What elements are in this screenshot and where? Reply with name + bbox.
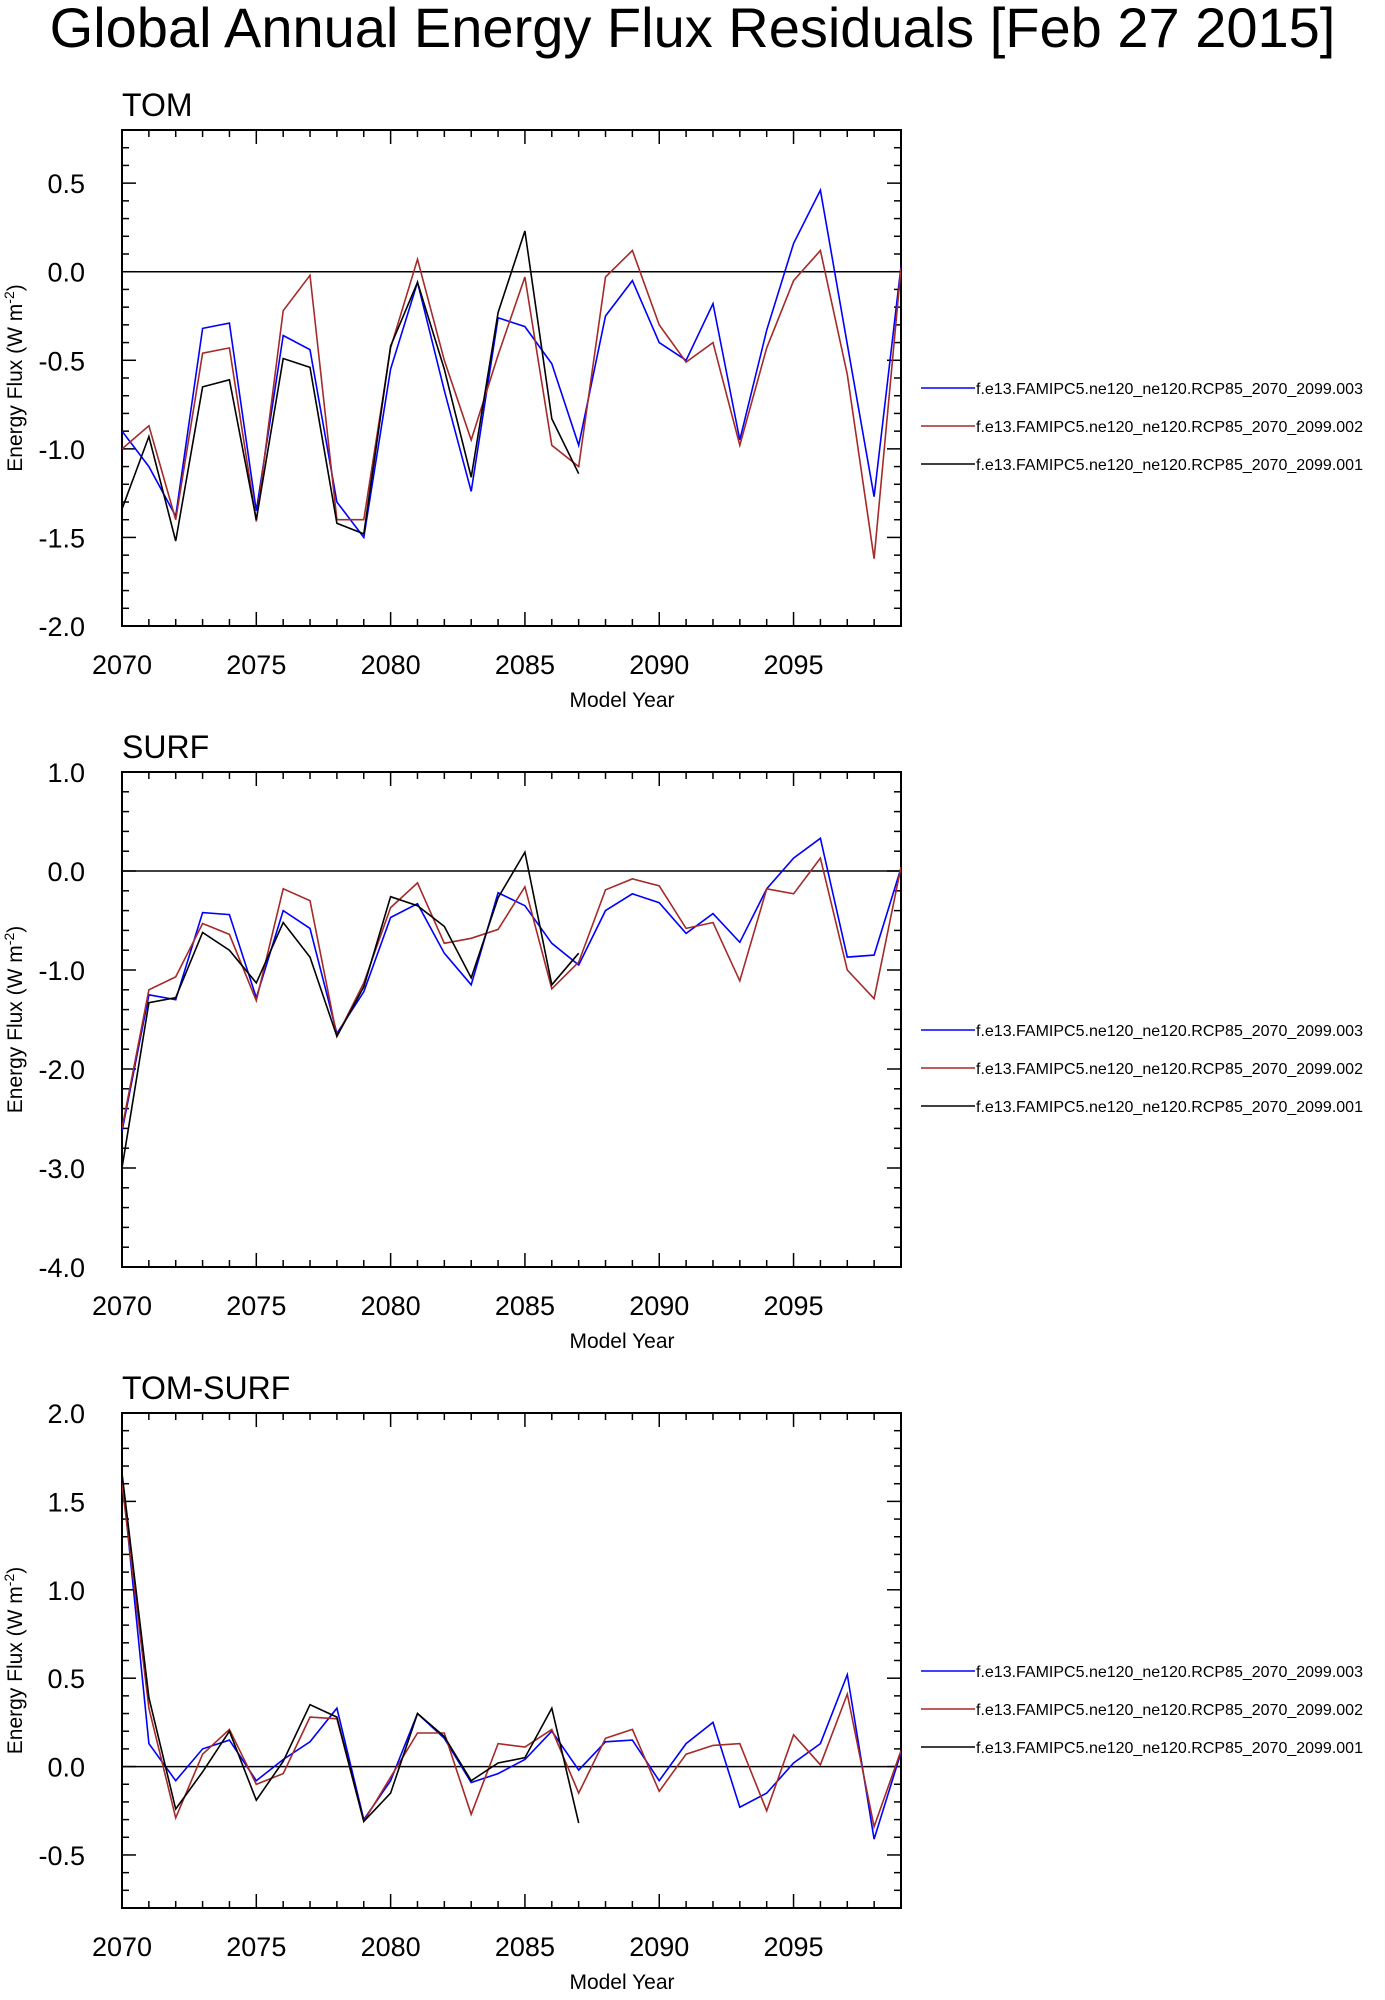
x-tick-label: 2080 [361,1291,421,1321]
y-tick-label: -0.5 [38,1841,85,1871]
legend-label-2: f.e13.FAMIPC5.ne120_ne120.RCP85_2070_209… [976,1061,1363,1078]
x-tick-label: 2070 [92,1932,152,1962]
x-tick-label: 2075 [226,1291,286,1321]
y-tick-label: -3.0 [38,1154,85,1184]
panel-title: SURF [122,729,209,765]
series-line-2 [122,856,901,1129]
y-tick-label: -4.0 [38,1253,85,1283]
x-tick-label: 2085 [495,1291,555,1321]
x-tick-label: 2090 [629,1932,689,1962]
legend-label-3: f.e13.FAMIPC5.ne120_ne120.RCP85_2070_209… [976,1099,1363,1116]
chart-panel-3: TOM-SURF 2070 2075 2080 2085 2090 2095 Model Ye… [1,1370,1363,1994]
y-axis-label: Energy Flux (W m-2) [1,926,27,1113]
panel-title: TOM-SURF [122,1370,290,1406]
x-tick-label: 2085 [495,1932,555,1962]
plot-frame [121,129,902,627]
legend-label-2: f.e13.FAMIPC5.ne120_ne120.RCP85_2070_209… [976,419,1363,436]
x-tick-label: 2085 [495,650,555,680]
x-tick-label: 2075 [226,1932,286,1962]
y-tick-label: -2.0 [38,1055,85,1085]
x-tick-label: 2090 [629,650,689,680]
chart-panel-1: TOM 2070 2075 2080 2085 2090 2095 Model Year -2.… [1,87,1363,712]
y-tick-label: 0.5 [47,1664,85,1694]
series-line-1 [122,1474,901,1840]
x-tick-label: 2070 [92,650,152,680]
x-axis-label: Model Year [569,1971,674,1994]
x-tick-label: 2070 [92,1291,152,1321]
panel-title: TOM [122,87,193,123]
legend-label-1: f.e13.FAMIPC5.ne120_ne120.RCP85_2070_209… [976,1023,1363,1040]
x-tick-label: 2080 [361,650,421,680]
y-tick-label: 0.0 [47,857,85,887]
legend-label-3: f.e13.FAMIPC5.ne120_ne120.RCP85_2070_209… [976,457,1363,474]
x-tick-label: 2090 [629,1291,689,1321]
series-line-3 [122,1473,580,1824]
y-tick-label: 1.0 [47,1576,85,1606]
y-tick-label: 0.5 [47,169,85,199]
y-tick-label: 2.0 [47,1399,85,1429]
y-tick-label: 0.0 [47,258,85,288]
y-tick-label: 1.5 [47,1487,85,1517]
y-tick-label: -1.0 [38,956,85,986]
plot-frame [121,771,902,1268]
legend-label-3: f.e13.FAMIPC5.ne120_ne120.RCP85_2070_209… [976,1740,1363,1757]
x-axis-label: Model Year [569,689,674,712]
y-tick-label: 0.0 [47,1753,85,1783]
y-tick-label: 1.0 [47,758,85,788]
series-line-2 [122,1483,901,1830]
x-tick-label: 2095 [764,1932,824,1962]
y-tick-label: -0.5 [38,346,85,376]
series-line-1 [122,836,901,1132]
series-line-3 [122,849,580,1169]
y-axis-label: Energy Flux (W m-2) [1,1567,27,1754]
x-tick-label: 2075 [226,650,286,680]
x-tick-label: 2080 [361,1932,421,1962]
page-title: Global Annual Energy Flux Residuals [Feb… [49,0,1336,59]
y-tick-label: -1.5 [38,523,85,553]
y-axis-label: Energy Flux (W m-2) [1,284,27,471]
series-line-1 [122,187,901,540]
legend-label-2: f.e13.FAMIPC5.ne120_ne120.RCP85_2070_209… [976,1702,1363,1719]
x-axis-label: Model Year [569,1330,674,1353]
series-line-3 [122,230,580,542]
chart-panel-2: SURF 2070 2075 2080 2085 2090 2095 Model Year -4… [1,729,1363,1353]
x-tick-label: 2095 [764,650,824,680]
y-tick-label: -1.0 [38,435,85,465]
series-line-2 [122,248,901,559]
x-tick-label: 2095 [764,1291,824,1321]
y-tick-label: -2.0 [38,612,85,642]
legend-label-1: f.e13.FAMIPC5.ne120_ne120.RCP85_2070_209… [976,381,1363,398]
legend-label-1: f.e13.FAMIPC5.ne120_ne120.RCP85_2070_209… [976,1664,1363,1681]
plot-frame [121,1412,902,1909]
